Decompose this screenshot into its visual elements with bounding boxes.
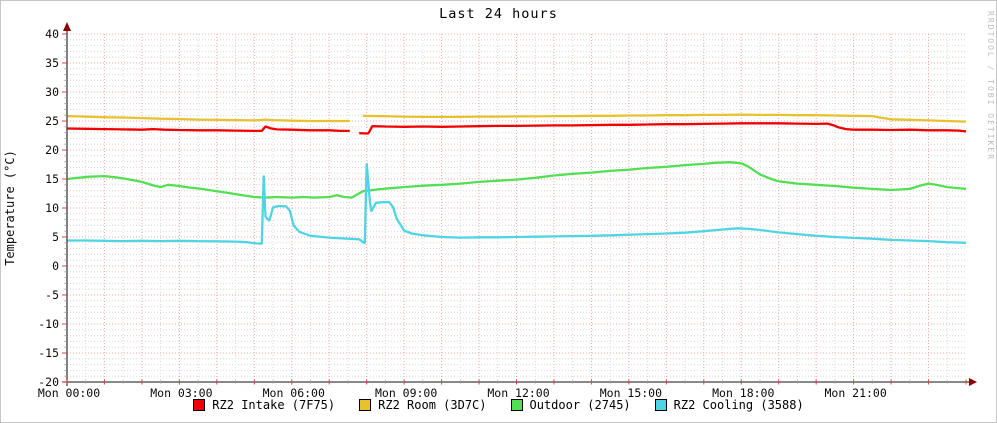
y-tick-label: 0: [52, 259, 59, 273]
legend-label: RZ2 Cooling (3588): [673, 398, 804, 412]
series-line-rz2-room: [66, 113, 967, 123]
tick-marks: [62, 33, 967, 385]
y-tick-label: -10: [38, 317, 59, 331]
legend-label: RZ2 Room (3D7C): [378, 398, 487, 412]
y-tick-label: 40: [45, 27, 59, 41]
legend-swatch-red-icon: [193, 399, 206, 411]
y-tick-label: 35: [45, 56, 59, 70]
y-tick-label: 20: [45, 143, 59, 157]
legend-item-rz2-cooling: RZ2 Cooling (3588): [654, 398, 804, 412]
x-tick-label: Mon 21:00: [824, 386, 886, 400]
legend-swatch-cyan-icon: [654, 399, 667, 411]
x-tick-label: Mon 18:00: [712, 386, 774, 400]
x-tick-label: Mon 03:00: [150, 386, 212, 400]
series-line-outdoor: [66, 161, 967, 199]
legend-label: Outdoor (2745): [529, 398, 631, 412]
y-axis-label: Temperature (°C): [3, 150, 17, 266]
y-tick-label: -15: [38, 346, 59, 360]
y-tick-label: 10: [45, 201, 59, 215]
rrdtool-watermark: RRDTOOL / TOBI OETIKER: [986, 11, 995, 161]
x-tick-label: Mon 12:00: [487, 386, 549, 400]
legend-item-outdoor: Outdoor (2745): [510, 398, 631, 412]
chart-title: Last 24 hours: [439, 6, 558, 22]
series-line-rz2-cooling: [67, 163, 967, 245]
data-series: [66, 113, 967, 245]
y-tick-label: -5: [45, 288, 59, 302]
x-tick-label: Mon 15:00: [600, 386, 662, 400]
axes: [62, 22, 977, 386]
legend-item-rz2-intake: RZ2 Intake (7F75): [193, 398, 335, 412]
legend-label: RZ2 Intake (7F75): [212, 398, 336, 412]
series-line-rz2-intake: [66, 122, 967, 135]
y-tick-label: -20: [38, 375, 59, 389]
y-tick-label: 30: [45, 85, 59, 99]
tick-labels: -20 -15 -10 -5 0 5 10 15 20 25 30 35 40 Mon 00:00 Mon …: [38, 27, 887, 400]
legend-swatch-green-icon: [510, 399, 523, 411]
x-tick-label: Mon 00:00: [38, 386, 100, 400]
chart-legend: RZ2 Intake (7F75) RZ2 Room (3D7C) Outdoo…: [1, 398, 996, 412]
legend-item-rz2-room: RZ2 Room (3D7C): [359, 398, 487, 412]
x-tick-label: Mon 06:00: [263, 386, 325, 400]
legend-swatch-gold-icon: [359, 399, 372, 411]
grid-major: [67, 33, 966, 382]
y-tick-label: 5: [52, 230, 59, 244]
y-tick-label: 25: [45, 114, 59, 128]
y-tick-label: 15: [45, 172, 59, 186]
x-tick-label: Mon 09:00: [375, 386, 437, 400]
